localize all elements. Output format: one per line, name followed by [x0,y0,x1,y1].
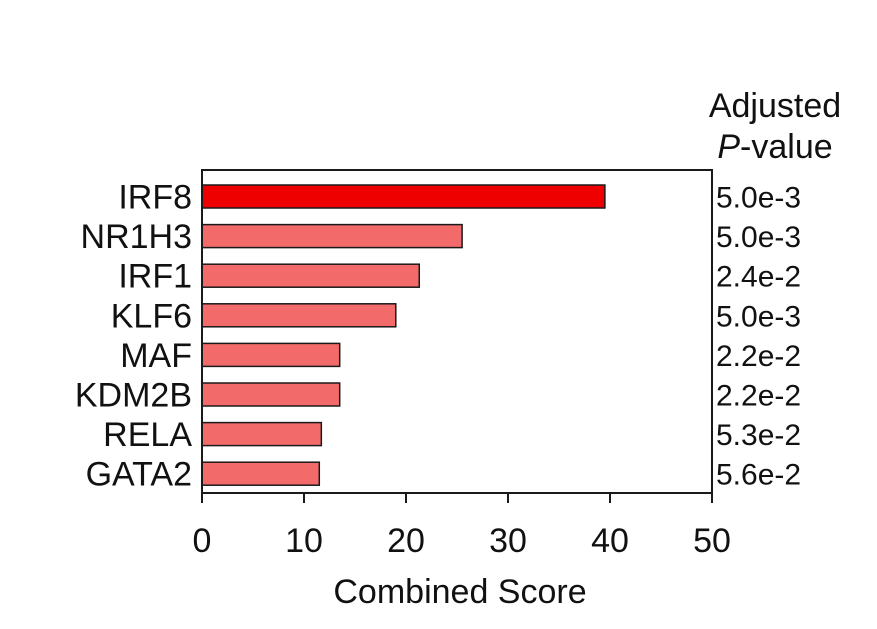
pvalue-label-gata2: 5.6e-2 [716,459,801,492]
x-tick-label-0: 0 [193,522,212,560]
category-label-gata2: GATA2 [86,456,192,494]
category-label-nr1h3: NR1H3 [81,218,192,256]
x-axis-ticks: 0 10 20 30 40 50 [193,493,731,560]
pvalue-label-rela: 5.3e-2 [716,419,801,452]
pvalue-header-line1: Adjusted [709,87,841,125]
category-label-maf: MAF [120,337,192,375]
pvalue-label-irf8: 5.0e-3 [716,182,801,215]
pvalue-header-line2: P-value [717,128,832,166]
bar-irf8 [201,184,606,209]
pvalue-label-nr1h3: 5.0e-3 [716,221,801,254]
category-label-klf6: KLF6 [111,297,192,335]
bar-kdm2b [201,382,341,407]
pvalue-label-irf1: 2.4e-2 [716,261,801,294]
bar-maf [201,342,341,368]
x-tick-label-20: 20 [387,522,425,560]
pvalue-header-italic-p: P [717,128,740,166]
x-tick-label-30: 30 [489,522,527,560]
x-tick-label-40: 40 [591,522,629,560]
x-tick-label-10: 10 [285,522,323,560]
category-label-kdm2b: KDM2B [75,377,192,415]
category-label-rela: RELA [103,416,192,454]
bars-layer [201,184,606,486]
plot-frame [201,169,713,494]
category-label-irf1: IRF1 [118,258,192,296]
bar-klf6 [201,303,397,328]
pvalue-label-kdm2b: 2.2e-2 [716,380,801,413]
pvalue-label-klf6: 5.0e-3 [716,300,801,333]
x-tick-label-50: 50 [693,522,731,560]
x-axis-label: Combined Score [333,573,586,611]
pvalue-label-maf: 2.2e-2 [716,340,801,373]
bar-irf1 [201,263,421,288]
pvalue-header-rest: -value [740,128,833,166]
bar-gata2 [201,461,321,486]
pvalue-labels: 5.0e-3 5.0e-3 2.4e-2 5.0e-3 2.2e-2 2.2e-2 5.3e… [716,182,801,492]
category-label-irf8: IRF8 [118,179,192,217]
bar-nr1h3 [201,223,463,249]
bar-rela [201,421,323,447]
